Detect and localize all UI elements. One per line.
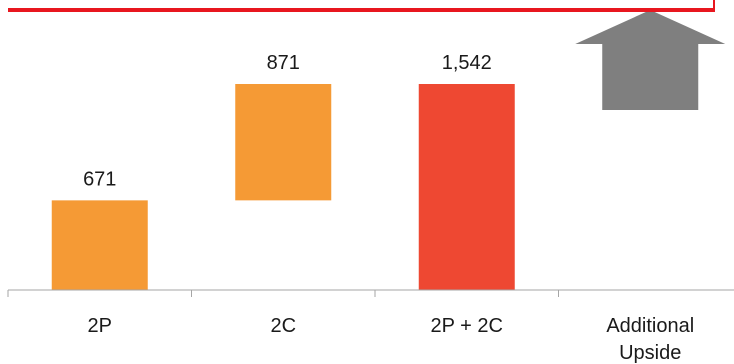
category-label-2p: 2P xyxy=(88,315,112,337)
value-labels-layer: 671 871 1,542 xyxy=(83,52,492,190)
bar-2c xyxy=(235,84,332,201)
category-label-line: 2P xyxy=(88,315,112,337)
bars-layer xyxy=(51,10,726,290)
category-label-2p-2c: 2P + 2C xyxy=(431,315,503,337)
category-label-2c: 2C xyxy=(270,315,296,337)
x-axis: 2P 2C 2P + 2C Additional Upside xyxy=(7,289,734,364)
upside-arrow-icon xyxy=(575,10,726,110)
category-label-line: Additional xyxy=(606,315,694,337)
bar-2p xyxy=(51,200,148,290)
bar-2p-2c xyxy=(418,84,515,290)
category-label-additional-upside: Additional Upside xyxy=(606,315,694,364)
category-label-line: Upside xyxy=(619,342,681,364)
value-label-2c: 871 xyxy=(267,52,300,74)
category-label-line: 2P + 2C xyxy=(431,315,503,337)
value-label-2p: 671 xyxy=(83,168,116,190)
category-label-line: 2C xyxy=(270,315,296,337)
value-label-2p-2c: 1,542 xyxy=(442,52,492,74)
